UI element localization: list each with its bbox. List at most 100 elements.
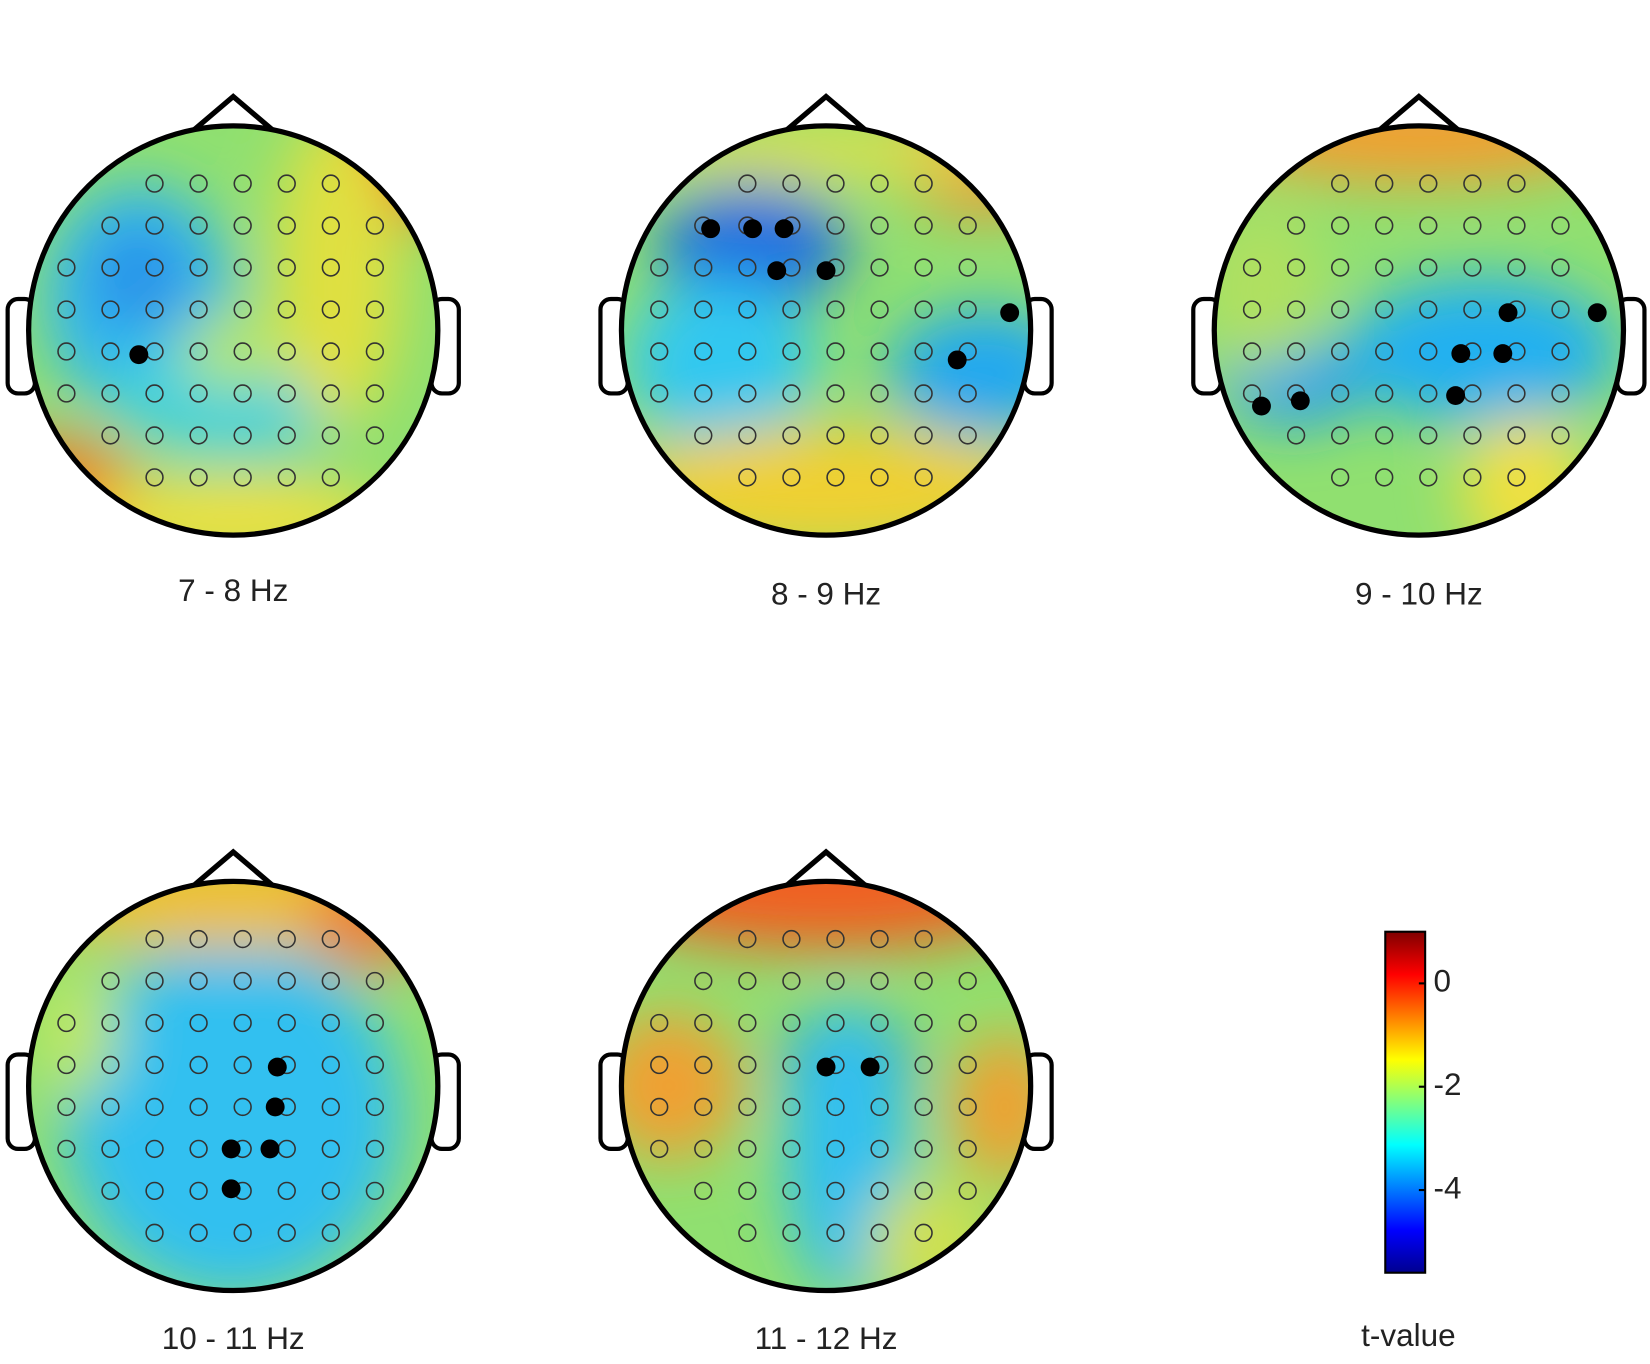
significant-electrode (221, 1179, 241, 1199)
field-blob (621, 424, 1031, 536)
head-outline (26, 123, 441, 538)
electrode (870, 1097, 889, 1117)
electrode (870, 1139, 889, 1159)
electrode (189, 468, 208, 487)
electrode (1330, 468, 1350, 487)
colorbar (1384, 930, 1427, 1274)
electrode (277, 342, 296, 361)
electrode (189, 300, 208, 319)
electrode (870, 1181, 889, 1201)
significant-electrode (221, 1139, 241, 1159)
colorbar-tick-label: -2 (1434, 1067, 1462, 1102)
colorbar-tick-label: -4 (1434, 1170, 1462, 1205)
electrode (101, 1181, 120, 1201)
head-outline (618, 123, 1034, 538)
significant-electrode (816, 261, 836, 281)
electrode (1551, 426, 1570, 445)
electrode (914, 258, 933, 277)
electrode (694, 1097, 713, 1117)
electrode (1330, 174, 1350, 193)
electrode (826, 1181, 845, 1201)
electrode (101, 1013, 120, 1033)
electrode (1286, 426, 1306, 445)
electrode (1551, 300, 1570, 319)
electrode (826, 342, 845, 361)
electrode (650, 1055, 669, 1075)
electrode (189, 384, 208, 403)
electrode (826, 174, 845, 193)
electrode (1242, 258, 1262, 277)
electrode (145, 1181, 164, 1201)
electrode (321, 468, 340, 487)
electrode (958, 426, 977, 445)
electrode (233, 1055, 252, 1075)
electrode (738, 468, 757, 487)
electrode (189, 258, 208, 277)
electrode (914, 174, 933, 193)
field (28, 125, 438, 536)
electrode (1551, 216, 1570, 235)
field-blob (1345, 278, 1619, 425)
electrode (277, 468, 296, 487)
electrode (1286, 342, 1306, 361)
electrode (1551, 258, 1570, 277)
electrode (189, 1097, 208, 1117)
electrode (145, 1223, 164, 1243)
electrode (101, 971, 120, 991)
electrode (233, 258, 252, 277)
field-blob (658, 183, 848, 310)
electrode (782, 1013, 801, 1033)
electrode (365, 1013, 385, 1033)
electrode (958, 1181, 977, 1201)
head-outline (1211, 123, 1627, 538)
electrode (914, 342, 933, 361)
electrode (650, 258, 669, 277)
electrode (914, 929, 933, 949)
electrode (1419, 300, 1438, 319)
significant-electrode (1000, 303, 1020, 323)
significant-electrode (1252, 396, 1271, 416)
electrode (738, 174, 757, 193)
electrode (277, 1223, 296, 1243)
electrode (870, 971, 889, 991)
electrode (233, 971, 252, 991)
electrode (1330, 300, 1350, 319)
electrode (233, 426, 252, 445)
electrode (233, 468, 252, 487)
electrode (145, 258, 164, 277)
electrode (145, 929, 164, 949)
electrode (321, 971, 340, 991)
electrode (101, 426, 120, 445)
electrode (782, 1181, 801, 1201)
colorbar-label: t-value (1361, 1318, 1455, 1353)
electrode (101, 1097, 120, 1117)
electrode (782, 384, 801, 403)
electrode (277, 929, 296, 949)
electrode (782, 929, 801, 949)
electrode (1375, 468, 1394, 487)
electrode (694, 384, 713, 403)
electrode (1375, 174, 1394, 193)
significant-electrode (860, 1057, 880, 1077)
electrode (1375, 300, 1394, 319)
electrode (738, 300, 757, 319)
electrode (1507, 174, 1526, 193)
electrode (826, 929, 845, 949)
electrode (101, 216, 120, 235)
electrode (1551, 384, 1570, 403)
electrode (57, 300, 76, 319)
field-blob (306, 881, 433, 971)
electrode (782, 426, 801, 445)
electrode (1242, 342, 1262, 361)
electrode (694, 1181, 713, 1201)
panel-label: 10 - 11 Hz (162, 1321, 305, 1356)
electrode (277, 1181, 296, 1201)
electrode (870, 1223, 889, 1243)
electrode (1330, 384, 1350, 403)
electrode (914, 1181, 933, 1201)
electrode (738, 258, 757, 277)
electrode (870, 258, 889, 277)
electrode (1330, 216, 1350, 235)
electrode (650, 1097, 669, 1117)
panel-label: 7 - 8 Hz (178, 573, 288, 608)
